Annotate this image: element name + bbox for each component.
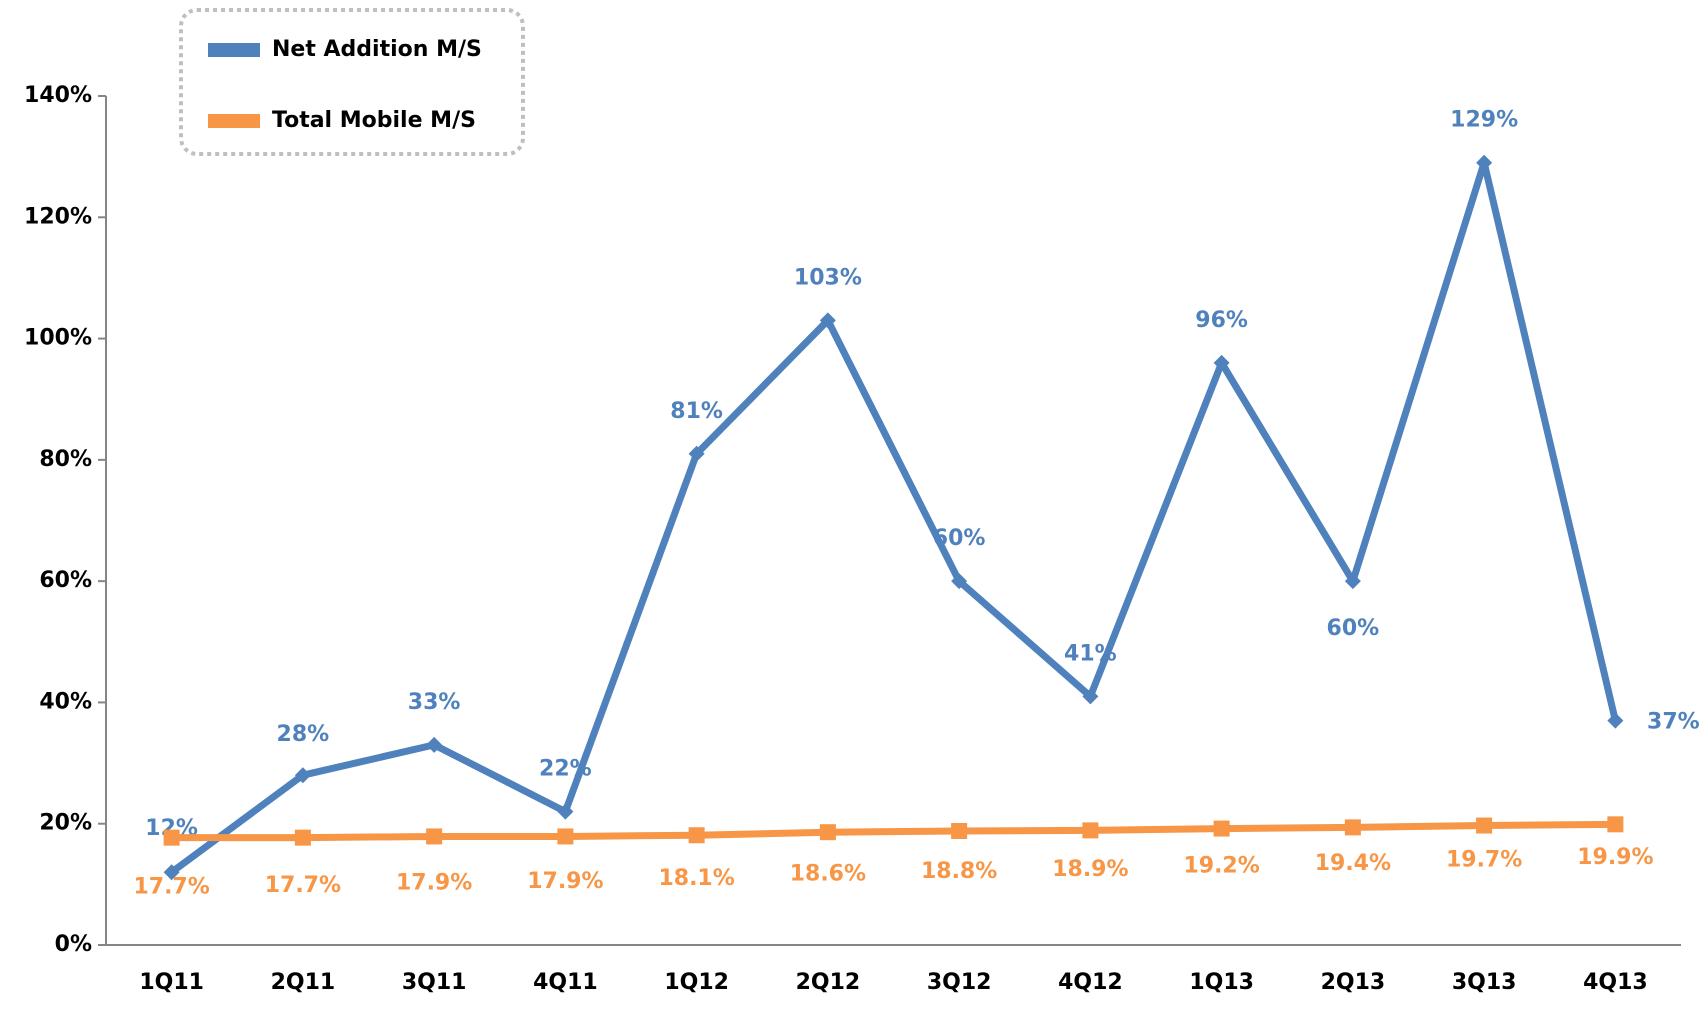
series-line (171, 820, 1616, 842)
marker (1476, 817, 1493, 834)
marker (294, 767, 311, 784)
y-tick-label: 60% (39, 568, 92, 593)
data-label: 81% (670, 399, 723, 424)
data-label: 60% (933, 526, 986, 551)
x-tick-label: 2Q12 (796, 970, 861, 995)
data-label: 41% (1064, 641, 1117, 666)
marker (1213, 354, 1230, 371)
legend-swatch (208, 43, 260, 57)
marker (1607, 712, 1624, 729)
y-tick-label: 140% (24, 83, 92, 108)
x-tick-label: 3Q12 (927, 970, 992, 995)
data-label: 19.2% (1183, 854, 1259, 879)
marker (1607, 816, 1624, 833)
marker (819, 824, 836, 841)
legend-label: Net Addition M/S (272, 37, 482, 62)
marker (951, 573, 968, 590)
data-label: 18.6% (790, 862, 866, 887)
marker (557, 803, 574, 820)
y-tick-label: 120% (24, 204, 92, 229)
y-tick-label: 0% (55, 932, 92, 957)
x-tick-label: 1Q11 (139, 970, 204, 995)
x-tick-label: 3Q13 (1452, 970, 1517, 995)
marker (819, 312, 836, 329)
marker (557, 828, 574, 845)
series-line (169, 159, 1619, 876)
data-label: 19.4% (1315, 851, 1391, 876)
marker (1082, 688, 1099, 705)
marker (688, 827, 705, 844)
marker (163, 864, 180, 881)
data-label: 60% (1327, 616, 1380, 641)
x-tick-label: 4Q11 (533, 970, 598, 995)
y-tick-label: 40% (39, 689, 92, 714)
data-label: 17.9% (396, 870, 472, 895)
data-label: 28% (277, 722, 330, 747)
data-label: 129% (1450, 108, 1518, 133)
marker (1213, 820, 1230, 837)
marker (294, 829, 311, 846)
data-label: 18.8% (921, 859, 997, 884)
y-tick-label: 80% (39, 447, 92, 472)
marker (1344, 573, 1361, 590)
data-label: 96% (1195, 308, 1248, 333)
x-tick-label: 1Q13 (1189, 970, 1254, 995)
data-label: 17.7% (265, 873, 341, 898)
marker (1476, 154, 1493, 171)
marker (426, 736, 443, 753)
x-tick-label: 3Q11 (402, 970, 467, 995)
data-label: 22% (539, 757, 592, 782)
legend-box (179, 8, 525, 156)
x-tick-label: 2Q13 (1321, 970, 1386, 995)
x-tick-label: 4Q13 (1583, 970, 1648, 995)
data-label: 18.1% (658, 866, 734, 891)
x-tick-label: 1Q12 (664, 970, 729, 995)
y-tick-label: 20% (39, 811, 92, 836)
data-label: 37% (1647, 710, 1700, 735)
x-tick-label: 2Q11 (271, 970, 336, 995)
marker (1344, 819, 1361, 836)
data-label: 18.9% (1052, 857, 1128, 882)
data-label: 17.9% (527, 869, 603, 894)
marker (951, 822, 968, 839)
marker (163, 829, 180, 846)
data-label: 103% (794, 265, 862, 290)
marker (426, 828, 443, 845)
data-label: 19.7% (1446, 848, 1522, 873)
y-tick-label: 100% (24, 326, 92, 351)
legend-swatch (208, 114, 260, 128)
legend-label: Total Mobile M/S (272, 108, 476, 133)
data-label: 17.7% (133, 875, 209, 900)
data-label: 33% (408, 690, 461, 715)
data-label: 19.9% (1577, 845, 1653, 870)
x-tick-label: 4Q12 (1058, 970, 1123, 995)
marker (688, 445, 705, 462)
marker (1082, 822, 1099, 839)
